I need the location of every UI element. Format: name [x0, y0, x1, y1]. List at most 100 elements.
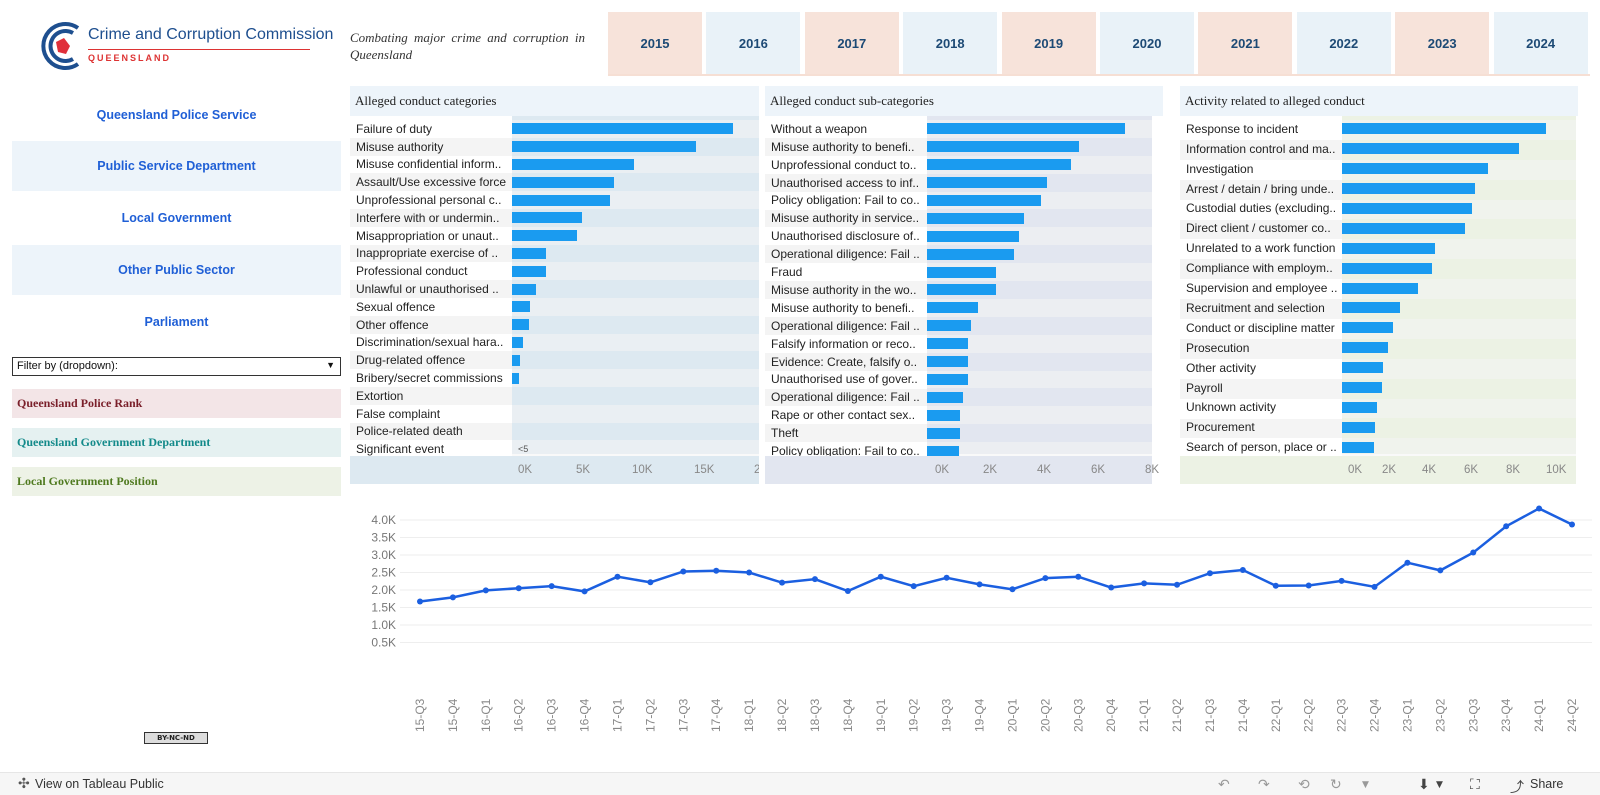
bar-row[interactable]: Misappropriation or unaut.. [350, 226, 759, 245]
bar-row[interactable]: Arrest / detain / bring unde.. [1180, 179, 1576, 200]
nav-other-public-sector[interactable]: Other Public Sector [12, 245, 341, 295]
refresh-menu-chevron-icon[interactable]: ▼ [1362, 780, 1369, 790]
data-point[interactable] [515, 585, 522, 592]
bar-row[interactable]: Unlawful or unauthorised .. [350, 280, 759, 298]
download-icon[interactable]: ⬇ [1418, 777, 1430, 793]
bar[interactable] [1342, 123, 1546, 135]
nav-parliament[interactable]: Parliament [144, 315, 209, 329]
bar-row[interactable]: Unprofessional personal c.. [350, 191, 759, 209]
bar[interactable] [512, 283, 537, 295]
bar-row[interactable]: Failure of duty [350, 120, 759, 138]
data-point[interactable] [1371, 583, 1378, 590]
download-chevron-icon[interactable]: ▼ [1436, 780, 1443, 790]
bar[interactable] [927, 266, 997, 278]
bar-row[interactable]: Response to incident [1180, 120, 1576, 140]
data-point[interactable] [943, 574, 950, 581]
bar-row[interactable]: Compliance with employm.. [1180, 259, 1576, 280]
data-point[interactable] [1206, 570, 1213, 577]
year-tab-2015[interactable]: 2015 [608, 12, 702, 74]
bar[interactable] [512, 247, 546, 259]
data-point[interactable] [680, 568, 687, 575]
bar-row[interactable]: Operational diligence: Fail .. [765, 245, 1152, 264]
bar-row[interactable]: Falsify information or reco.. [765, 334, 1152, 353]
bar-row[interactable]: Inappropriate exercise of .. [350, 244, 759, 263]
refresh-icon[interactable]: ↻ [1330, 777, 1342, 793]
bar[interactable] [927, 338, 969, 350]
data-point[interactable] [614, 573, 621, 580]
bar-row[interactable]: Interfere with or undermin.. [350, 209, 759, 227]
bar-row[interactable]: Policy obligation: Fail to co.. [765, 442, 1152, 461]
bar[interactable] [1342, 143, 1519, 155]
redo-icon[interactable]: ↷ [1258, 777, 1270, 793]
bar-row[interactable]: Extortion [350, 387, 759, 405]
filter-dropdown[interactable]: Filter by (dropdown): ▼ [12, 357, 341, 376]
bar-row[interactable]: Operational diligence: Fail .. [765, 388, 1152, 407]
bar[interactable] [1342, 163, 1488, 175]
bar-row[interactable]: Unauthorised use of gover.. [765, 370, 1152, 389]
bar[interactable] [1342, 262, 1433, 274]
year-tab-2019[interactable]: 2019 [1001, 12, 1096, 74]
year-tab-2017[interactable]: 2017 [804, 12, 899, 74]
bar[interactable] [512, 176, 614, 188]
nav-local-government[interactable]: Local Government [121, 211, 232, 225]
bar-row[interactable]: Misuse confidential inform.. [350, 155, 759, 174]
bar-row[interactable]: Search of person, place or .. [1180, 438, 1576, 459]
view-on-tableau-link[interactable]: View on Tableau Public [35, 777, 164, 791]
year-tab-2016[interactable]: 2016 [706, 12, 801, 74]
bar-row[interactable]: Recruitment and selection [1180, 299, 1576, 319]
bar-row[interactable]: Misuse authority [350, 137, 759, 156]
data-point[interactable] [844, 588, 851, 595]
data-point[interactable] [1141, 580, 1148, 587]
data-point[interactable] [1272, 582, 1279, 589]
data-point[interactable] [1009, 586, 1016, 593]
bar[interactable] [927, 194, 1042, 206]
bar-row[interactable]: Policy obligation: Fail to co.. [765, 191, 1152, 210]
bar-row[interactable]: Misuse authority in service.. [765, 209, 1152, 228]
data-point[interactable] [417, 598, 423, 605]
bar[interactable] [512, 265, 546, 277]
bar[interactable] [927, 356, 969, 368]
bar[interactable] [927, 391, 963, 403]
bar-row[interactable]: Conduct or discipline matter [1180, 319, 1576, 339]
bar[interactable] [927, 302, 978, 314]
bar[interactable] [512, 123, 734, 135]
bar-row[interactable]: Other activity [1180, 358, 1576, 379]
bar-row[interactable]: Theft [765, 424, 1152, 443]
bar[interactable] [1342, 441, 1374, 453]
bar-row[interactable]: False complaint [350, 404, 759, 423]
nav-queensland-police-service[interactable]: Queensland Police Service [96, 108, 257, 122]
data-point[interactable] [548, 583, 555, 590]
data-point[interactable] [1174, 581, 1181, 588]
bar-row[interactable]: Bribery/secret commissions [350, 369, 759, 387]
data-point[interactable] [811, 576, 818, 583]
bar[interactable] [512, 194, 610, 206]
bar[interactable] [927, 123, 1126, 135]
undo-icon[interactable]: ↶ [1218, 777, 1230, 793]
bar-row[interactable]: Custodial duties (excluding.. [1180, 199, 1576, 220]
bar[interactable] [512, 212, 583, 224]
data-point[interactable] [581, 588, 588, 595]
bar[interactable] [927, 320, 971, 332]
bar[interactable] [1342, 222, 1466, 234]
data-point[interactable] [910, 583, 917, 590]
data-point[interactable] [746, 569, 753, 576]
data-point[interactable] [1338, 577, 1345, 584]
bar-row[interactable]: Unprofessional conduct to.. [765, 155, 1152, 174]
bar-row[interactable]: Unauthorised disclosure of.. [765, 227, 1152, 246]
bar[interactable] [1342, 202, 1472, 214]
bar-row[interactable]: Police-related death [350, 422, 759, 441]
bar-row[interactable]: Evidence: Create, falsify o.. [765, 352, 1152, 371]
bar[interactable] [1342, 282, 1419, 294]
bar[interactable] [927, 230, 1019, 242]
data-point[interactable] [1404, 559, 1411, 566]
year-tab-2020[interactable]: 2020 [1100, 12, 1194, 74]
data-point[interactable] [713, 567, 720, 574]
data-point[interactable] [877, 573, 884, 580]
bar[interactable] [512, 354, 521, 366]
fullscreen-icon[interactable]: ⛶ [1470, 777, 1480, 793]
year-tab-2018[interactable]: 2018 [903, 12, 998, 74]
nav-public-service-department[interactable]: Public Service Department [12, 141, 341, 191]
bar[interactable] [512, 319, 529, 331]
bar[interactable] [927, 159, 1071, 171]
data-point[interactable] [1536, 505, 1543, 512]
